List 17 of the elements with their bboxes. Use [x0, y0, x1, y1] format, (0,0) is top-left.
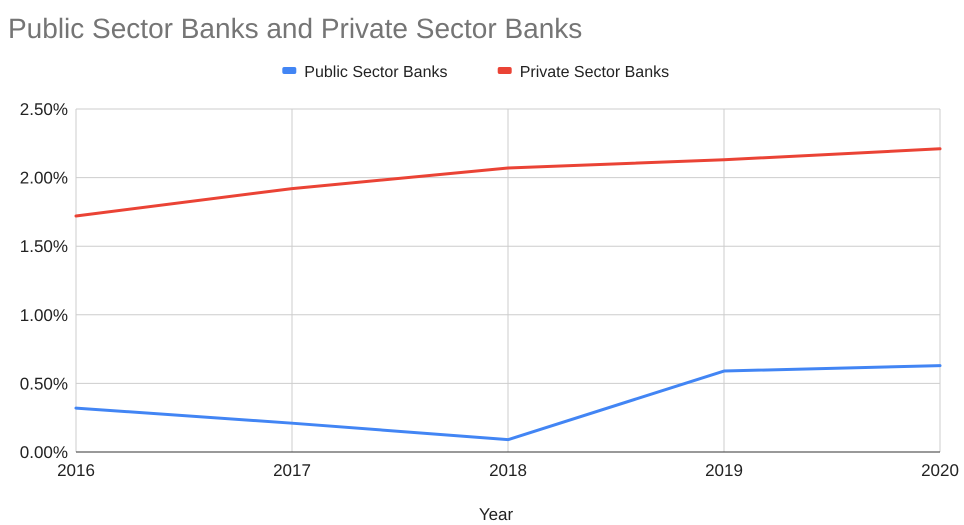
- y-tick-label: 2.00%: [20, 168, 68, 188]
- chart-title: Public Sector Banks and Private Sector Banks: [8, 13, 582, 44]
- line-series: [74, 364, 942, 442]
- y-tick-label: 0.00%: [20, 443, 68, 462]
- y-tick-label: 1.00%: [20, 306, 68, 325]
- legend-label: Public Sector Banks: [304, 64, 448, 81]
- x-tick-label: 2016: [57, 461, 95, 480]
- legend-label: Private Sector Banks: [520, 64, 670, 81]
- x-tick-label: 2020: [921, 461, 959, 480]
- x-tick-label: 2017: [273, 461, 311, 480]
- x-tick-label: 2018: [489, 461, 527, 480]
- y-tick-label: 1.50%: [20, 237, 68, 256]
- x-tick-label: 2019: [705, 461, 743, 480]
- y-tick-label: 2.50%: [20, 100, 68, 119]
- y-tick-label: 0.50%: [20, 374, 68, 394]
- line-series: [74, 147, 942, 218]
- x-axis-title: Year: [478, 505, 514, 524]
